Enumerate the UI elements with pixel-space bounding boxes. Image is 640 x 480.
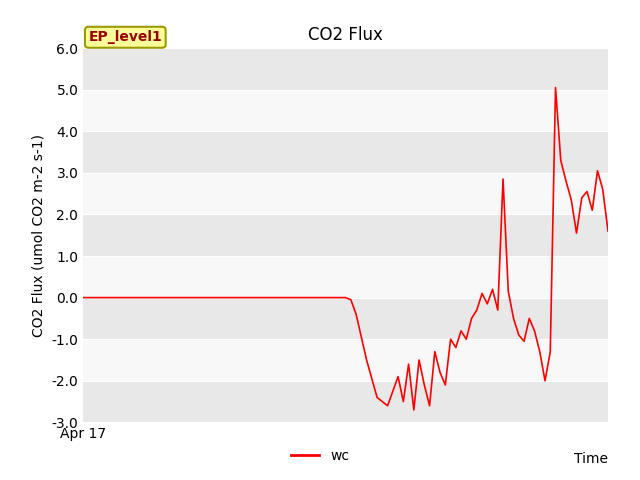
- Bar: [83, 215, 608, 256]
- Bar: [83, 381, 608, 422]
- Bar: [83, 173, 608, 215]
- Bar: [83, 90, 608, 131]
- Y-axis label: CO2 Flux (umol CO2 m-2 s-1): CO2 Flux (umol CO2 m-2 s-1): [32, 134, 46, 336]
- Bar: [83, 256, 608, 298]
- Bar: [83, 131, 608, 173]
- Text: EP_level1: EP_level1: [88, 30, 162, 44]
- Bar: [83, 48, 608, 90]
- Text: Time: Time: [574, 452, 608, 467]
- Bar: [83, 339, 608, 381]
- Title: CO2 Flux: CO2 Flux: [308, 25, 383, 44]
- Bar: [83, 298, 608, 339]
- Legend: wc: wc: [285, 443, 355, 468]
